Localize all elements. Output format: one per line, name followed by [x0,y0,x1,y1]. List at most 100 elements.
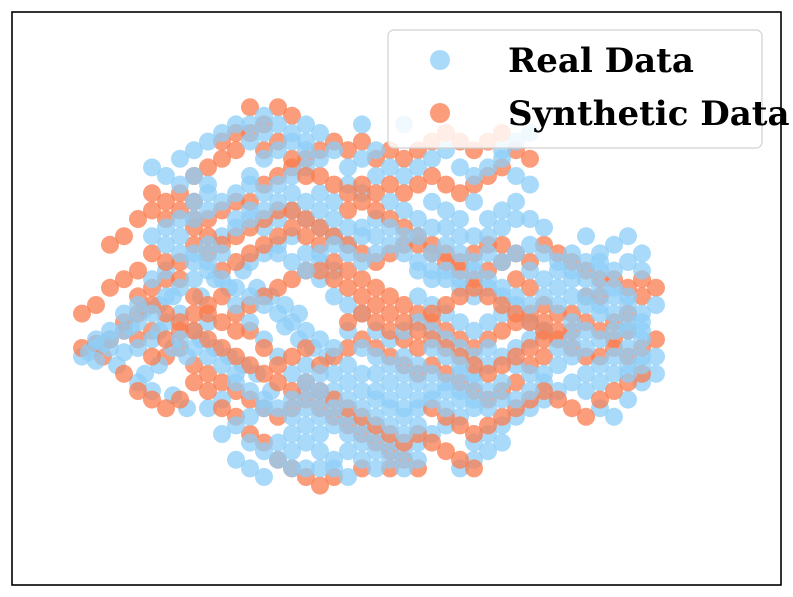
point-synthetic-data-53 [283,347,301,366]
point-synthetic-data-323 [129,261,147,280]
point-synthetic-data-256 [493,407,511,426]
point-real-data-324 [381,450,399,469]
point-synthetic-data-108 [227,253,245,271]
point-real-data-307 [479,339,497,357]
point-synthetic-data-248 [507,347,525,366]
point-real-data-248 [647,296,665,314]
point-real-data-98 [339,442,357,461]
point-real-data-355 [297,261,315,280]
point-real-data-432 [535,364,553,383]
point-real-data-313 [381,416,399,435]
point-real-data-406 [171,330,189,349]
point-real-data-239 [577,270,595,289]
point-real-data-396 [227,218,245,237]
point-synthetic-data-69 [507,373,525,392]
point-synthetic-data-101 [325,253,343,271]
point-synthetic-data-9 [199,364,217,383]
point-real-data-366 [451,244,469,263]
point-synthetic-data-162 [199,158,217,177]
point-synthetic-data-227 [157,192,175,211]
point-real-data-270 [171,227,189,246]
point-synthetic-data-322 [143,244,161,263]
point-synthetic-data-89 [493,321,511,340]
point-real-data-352 [143,158,161,177]
point-synthetic-data-316 [213,313,231,332]
point-synthetic-data-149 [381,175,399,194]
point-real-data-284 [241,115,259,134]
point-real-data-365 [437,235,455,254]
point-real-data-52 [241,313,259,332]
point-real-data-66 [353,339,371,357]
point-synthetic-data-268 [451,450,469,469]
point-real-data-426 [451,382,469,400]
point-synthetic-data-146 [423,167,441,185]
point-synthetic-data-10 [213,373,231,392]
point-real-data-428 [479,399,497,418]
point-real-data-380 [451,227,469,246]
point-real-data-383 [409,227,427,246]
point-synthetic-data-281 [269,373,287,392]
point-real-data-282 [213,124,231,142]
point-real-data-347 [171,210,189,228]
point-synthetic-data-235 [101,235,119,254]
point-real-data-94 [297,433,315,452]
point-real-data-183 [479,313,497,332]
point-synthetic-data-40 [143,390,161,409]
point-real-data-102 [325,459,343,478]
point-synthetic-data-324 [115,270,133,289]
point-real-data-393 [269,192,287,211]
point-real-data-296 [353,115,371,134]
point-real-data-260 [605,261,623,280]
point-real-data-286 [269,115,287,134]
point-real-data-377 [493,218,511,237]
point-real-data-263 [591,261,609,280]
point-synthetic-data-255 [479,416,497,435]
point-real-data-400 [171,278,189,297]
point-real-data-297 [87,330,105,349]
point-real-data-106 [269,450,287,469]
point-real-data-226 [577,382,595,400]
point-synthetic-data-171 [353,192,371,211]
point-synthetic-data-217 [297,210,315,228]
point-real-data-67 [367,347,385,366]
point-real-data-101 [339,468,357,486]
point-real-data-438 [619,364,637,383]
point-real-data-153 [451,210,469,228]
point-real-data-255 [521,261,539,280]
point-real-data-336 [283,313,301,332]
point-real-data-49 [283,364,301,383]
point-synthetic-data-306 [409,321,427,340]
point-synthetic-data-100 [339,261,357,280]
point-real-data-155 [423,192,441,211]
point-real-data-273 [199,201,217,220]
point-real-data-453 [465,261,483,280]
point-real-data-173 [311,149,329,168]
point-synthetic-data-71 [535,347,553,366]
point-real-data-442 [619,287,637,306]
point-real-data-448 [535,287,553,306]
point-synthetic-data-246 [479,364,497,383]
point-real-data-344 [171,244,189,263]
point-real-data-430 [507,390,525,409]
point-real-data-103 [311,459,329,478]
point-real-data-404 [115,321,133,340]
point-real-data-58 [297,244,315,263]
point-real-data-256 [549,296,567,314]
point-real-data-343 [185,253,203,271]
point-real-data-63 [339,296,357,314]
point-real-data-368 [479,244,497,263]
point-real-data-353 [269,244,287,263]
point-real-data-320 [283,425,301,443]
point-real-data-410 [227,364,245,383]
point-synthetic-data-260 [549,390,567,409]
point-real-data-455 [437,261,455,280]
point-synthetic-data-37 [185,373,203,392]
point-real-data-48 [297,356,315,375]
point-real-data-420 [367,382,385,400]
point-real-data-100 [367,459,385,478]
point-real-data-110 [297,399,315,418]
point-real-data-300 [129,296,147,314]
legend-box [387,29,763,149]
point-real-data-289 [311,124,329,142]
